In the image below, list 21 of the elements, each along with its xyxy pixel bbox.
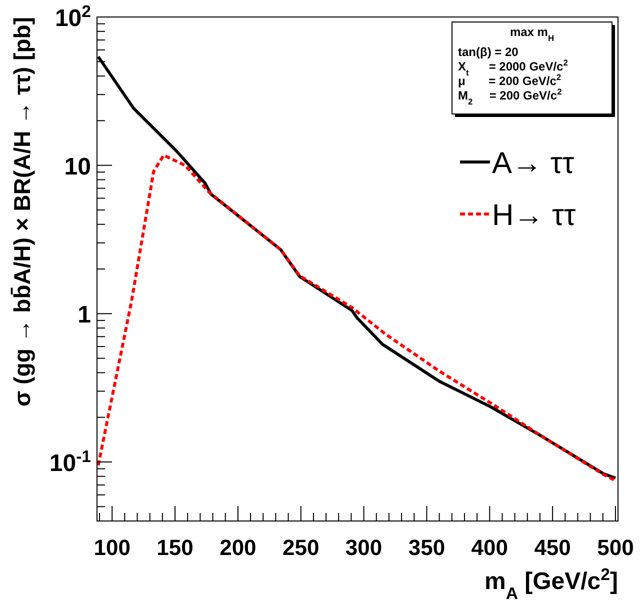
x-tick-label: 200 bbox=[220, 535, 256, 560]
y-tick-label: 1 bbox=[78, 302, 91, 329]
x-tick-label: 250 bbox=[282, 535, 320, 560]
annotation: tan(β) = 20 bbox=[458, 45, 519, 59]
legend-label: H→ ττ bbox=[492, 199, 576, 232]
text: M$_{2}$ = 200 GeV/c$^{2}$ bbox=[458, 86, 562, 106]
y-tick-label: 10$^{2}$ bbox=[54, 2, 91, 32]
x-tick-label: 150 bbox=[156, 535, 194, 560]
annotation: max m$_{H}$ bbox=[510, 25, 554, 43]
y-tick-label: 10 bbox=[64, 153, 91, 180]
y-axis-title: σ (gg → bb̄A/H) × BR(A/H → ττ) [pb] bbox=[9, 17, 35, 407]
x-tick-label: 350 bbox=[408, 535, 446, 560]
y-tick-label: 10$^{-1}$ bbox=[49, 446, 91, 477]
x-tick-label: 450 bbox=[534, 535, 571, 560]
x-tick-label: 300 bbox=[345, 535, 382, 560]
legend-label: A→ ττ bbox=[492, 147, 574, 180]
x-axis-title: m$_{A}$ [GeV/c$^{2}$] bbox=[484, 564, 618, 602]
line-series bbox=[96, 154, 617, 482]
x-tick-label: 500 bbox=[597, 535, 634, 560]
x-tick-label: 100 bbox=[94, 535, 130, 560]
x-tick-label: 400 bbox=[471, 535, 508, 560]
